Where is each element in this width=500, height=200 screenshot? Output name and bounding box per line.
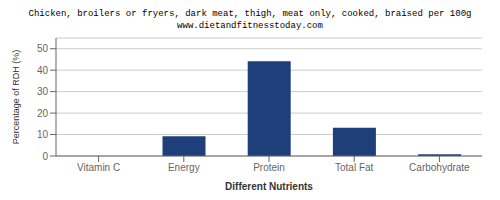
svg-text:Percentage of RDH (%): Percentage of RDH (%) — [11, 50, 21, 145]
svg-text:Energy: Energy — [168, 162, 200, 173]
svg-text:40: 40 — [37, 65, 49, 76]
svg-text:20: 20 — [37, 108, 49, 119]
svg-text:30: 30 — [37, 86, 49, 97]
svg-text:10: 10 — [37, 129, 49, 140]
svg-text:50: 50 — [37, 43, 49, 54]
svg-text:Different Nutrients: Different Nutrients — [225, 181, 313, 192]
svg-text:Total Fat: Total Fat — [335, 162, 374, 173]
svg-text:Vitamin C: Vitamin C — [77, 162, 120, 173]
svg-text:0: 0 — [42, 151, 48, 162]
svg-text:Protein: Protein — [253, 162, 285, 173]
html-text:Chicken, broilers or fryers, d: Chicken, broilers or fryers, dark meat, … — [28, 9, 472, 19]
svg-text:Carbohydrate: Carbohydrate — [409, 162, 470, 173]
html-text:www.dietandfitnesstoday.com: www.dietandfitnesstoday.com — [177, 21, 323, 31]
